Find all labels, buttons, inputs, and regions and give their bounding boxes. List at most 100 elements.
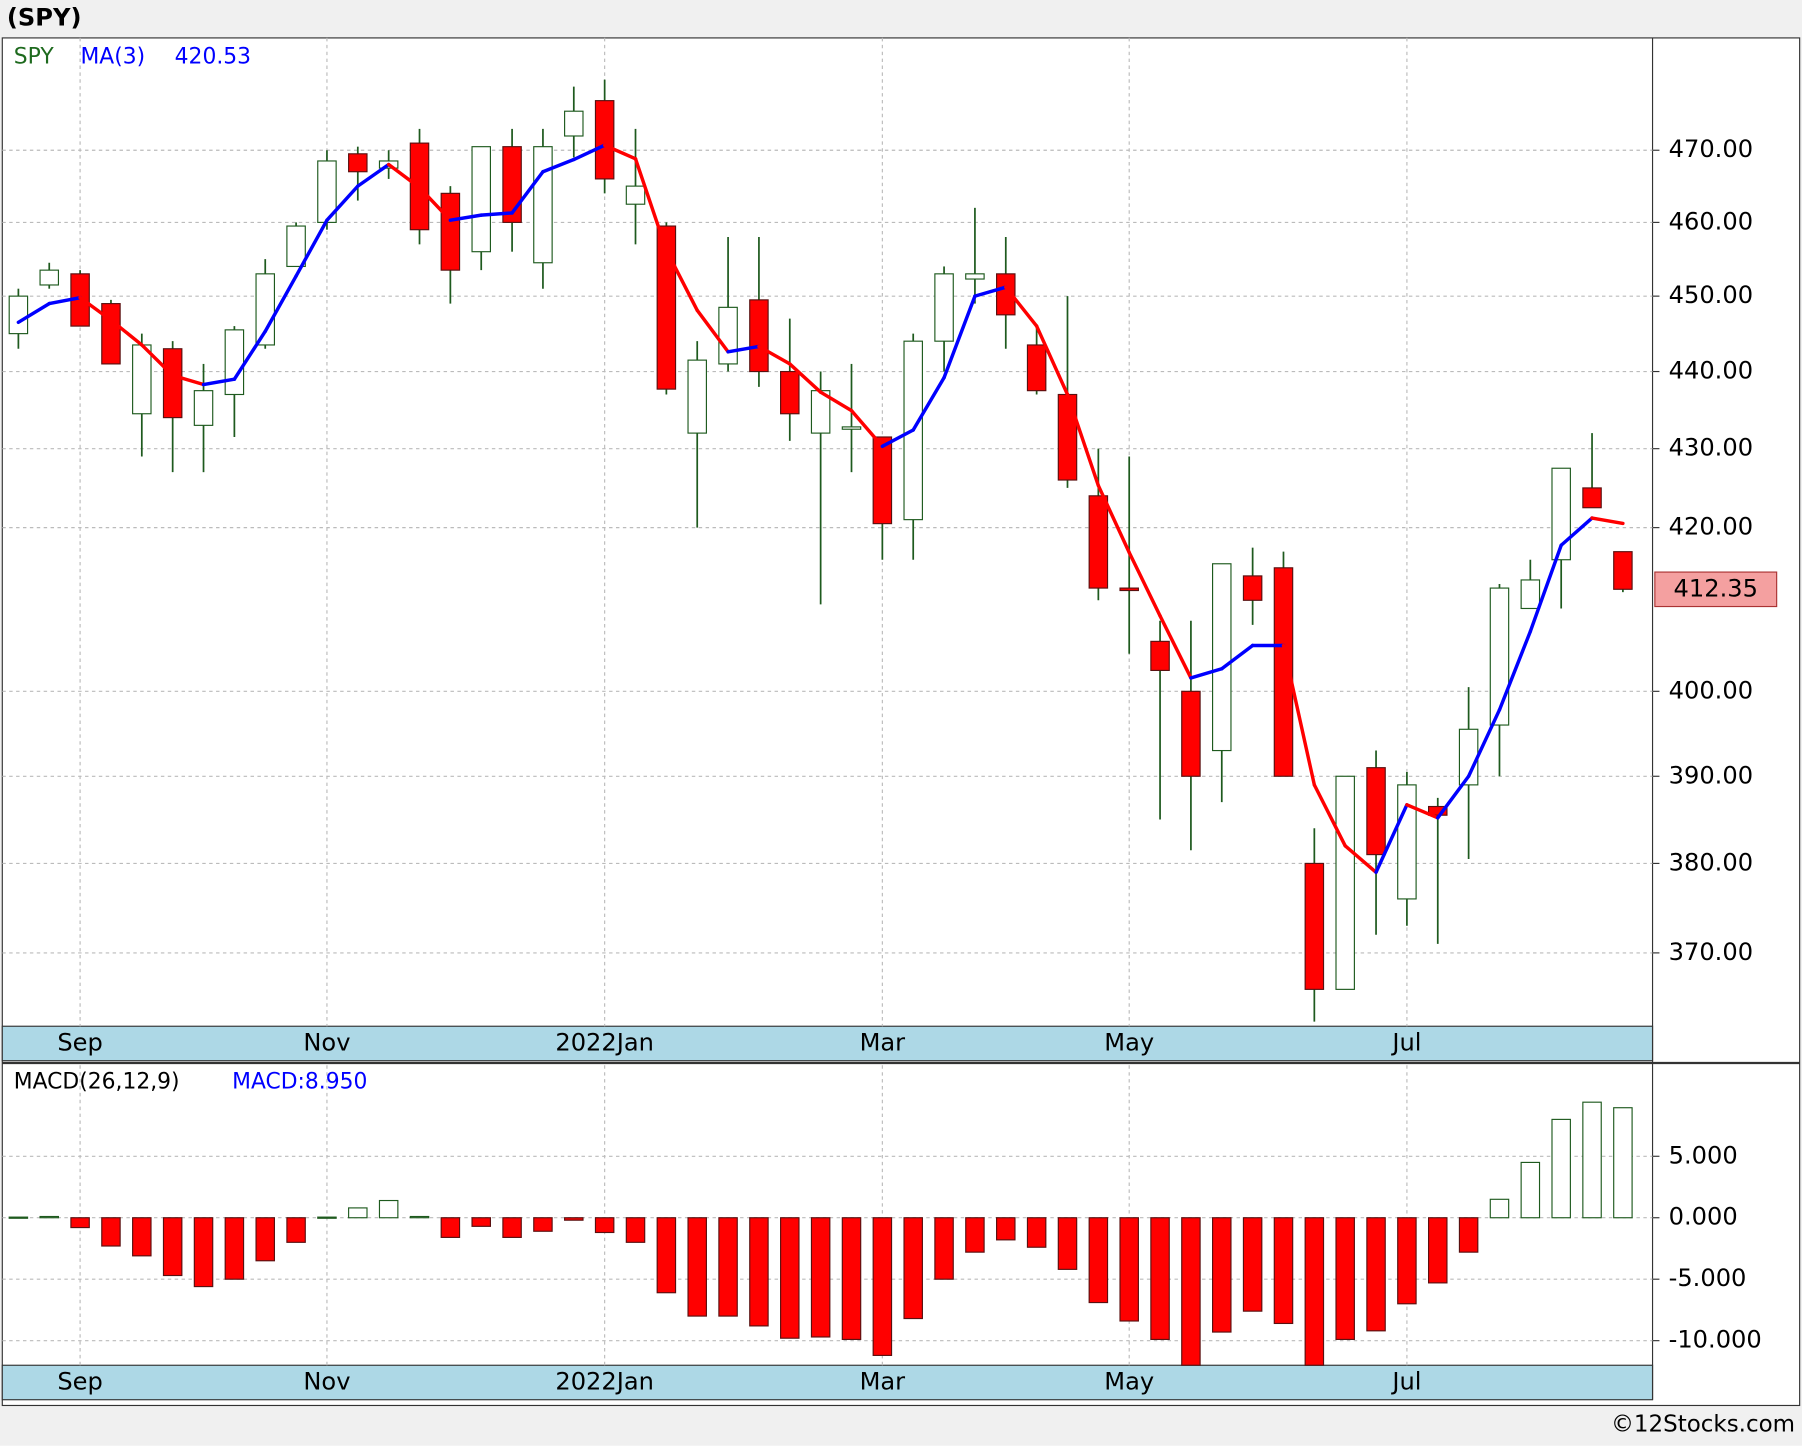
candle-body xyxy=(965,273,985,280)
candle-body xyxy=(533,146,553,264)
macd-bar xyxy=(39,1215,60,1219)
candle-body xyxy=(934,273,954,342)
candle-body xyxy=(39,269,60,286)
ma-segment xyxy=(386,162,422,190)
y-tick-label: 450.00 xyxy=(1669,281,1753,309)
macd-bar xyxy=(193,1217,214,1288)
candle-body xyxy=(656,225,677,390)
macd-bar xyxy=(255,1217,276,1262)
ma-segment xyxy=(1466,708,1502,778)
macd-bar xyxy=(409,1215,430,1219)
macd-bar xyxy=(1119,1217,1139,1322)
ma-segment xyxy=(448,213,483,222)
macd-bar xyxy=(101,1217,121,1247)
ma-segment xyxy=(232,329,267,381)
ma-segment xyxy=(294,218,329,278)
x-tick-label: 2022Jan xyxy=(555,1367,654,1395)
ma-segment xyxy=(1343,844,1378,874)
ma-segment xyxy=(818,390,854,413)
candle-body xyxy=(1181,690,1201,777)
y-tick-label: 460.00 xyxy=(1669,207,1753,235)
candle-body xyxy=(1119,587,1139,592)
macd-bar xyxy=(656,1217,677,1294)
macd-bar xyxy=(317,1216,337,1219)
macd-bar xyxy=(348,1207,368,1219)
ma-segment xyxy=(16,301,51,325)
macd-bar xyxy=(1273,1217,1294,1325)
macd-bar xyxy=(471,1217,491,1227)
copyright: ©12Stocks.com xyxy=(1611,1412,1795,1438)
ma-segment xyxy=(1590,516,1625,526)
macd-bar xyxy=(594,1217,615,1234)
candle-body xyxy=(564,110,584,137)
legend-symbol: SPY xyxy=(14,44,55,69)
candle-body xyxy=(780,370,800,415)
candle-body xyxy=(1613,551,1633,590)
candle-body xyxy=(1335,775,1355,990)
macd-bar xyxy=(1427,1217,1448,1284)
ma-segment xyxy=(479,211,514,217)
candle-body xyxy=(1551,467,1571,561)
candle-body xyxy=(224,329,245,396)
legend-ma-value: 420.53 xyxy=(175,44,251,69)
price-tag-label: 412.35 xyxy=(1674,574,1758,602)
macd-bar xyxy=(1026,1217,1047,1248)
ma-segment xyxy=(1158,614,1193,680)
ma-segment xyxy=(880,428,915,449)
ma-segment xyxy=(1065,392,1101,488)
candle-body xyxy=(101,303,121,365)
macd-bar xyxy=(564,1217,584,1221)
ma-segment xyxy=(201,377,237,387)
ma-segment xyxy=(109,318,144,347)
x-axis-band xyxy=(1,1364,1654,1401)
x-tick-label: Nov xyxy=(303,1367,350,1395)
candle-body xyxy=(471,146,491,253)
y-tick-label: 470.00 xyxy=(1669,135,1753,163)
x-axis-band xyxy=(1,1025,1654,1062)
macd-bar xyxy=(996,1217,1016,1241)
candle-body xyxy=(1057,393,1078,481)
candle-body xyxy=(1242,575,1263,601)
macd-bar xyxy=(286,1217,306,1243)
ma-segment xyxy=(541,157,576,174)
macd-bar xyxy=(1582,1101,1602,1219)
candle-body xyxy=(132,344,152,415)
y-tick-label: 5.000 xyxy=(1669,1141,1738,1169)
ma-segment xyxy=(695,308,730,354)
candle-body xyxy=(440,192,461,271)
x-tick-label: Sep xyxy=(57,1367,102,1395)
ma-segment xyxy=(1559,516,1594,547)
candle-body xyxy=(841,426,862,430)
macd-bar xyxy=(872,1217,893,1356)
candle-body xyxy=(625,185,646,205)
candle-body xyxy=(162,348,183,419)
macd-bar xyxy=(810,1217,831,1338)
ma-segment xyxy=(664,248,699,313)
y-tick-label: 420.00 xyxy=(1669,513,1753,541)
x-tick-label: Jul xyxy=(1390,1367,1421,1395)
ma-segment xyxy=(356,162,391,188)
candle-body xyxy=(872,436,893,525)
candle-body xyxy=(594,100,615,180)
macd-bar xyxy=(903,1217,923,1320)
ma-segment xyxy=(942,294,977,380)
macd-bar xyxy=(1551,1118,1571,1219)
candle-body xyxy=(286,225,306,268)
ma-segment xyxy=(325,184,360,222)
x-tick-label: Mar xyxy=(860,1367,906,1395)
y-tick-label: -10.000 xyxy=(1669,1326,1762,1354)
chart-title: (SPY) xyxy=(7,3,82,31)
ma-segment xyxy=(1127,550,1162,618)
candle-body xyxy=(1397,784,1417,900)
x-tick-label: Nov xyxy=(303,1028,350,1056)
candle-body xyxy=(1304,862,1325,990)
macd-bar xyxy=(749,1217,769,1327)
macd-value: MACD:8.950 xyxy=(232,1070,367,1095)
y-tick-label: 370.00 xyxy=(1669,938,1753,966)
candle-body xyxy=(1212,563,1232,752)
macd-bar xyxy=(502,1217,522,1238)
macd-bar xyxy=(1489,1198,1510,1219)
x-tick-label: May xyxy=(1104,1367,1154,1395)
candle-body xyxy=(8,295,29,335)
y-tick-label: 430.00 xyxy=(1669,434,1753,462)
